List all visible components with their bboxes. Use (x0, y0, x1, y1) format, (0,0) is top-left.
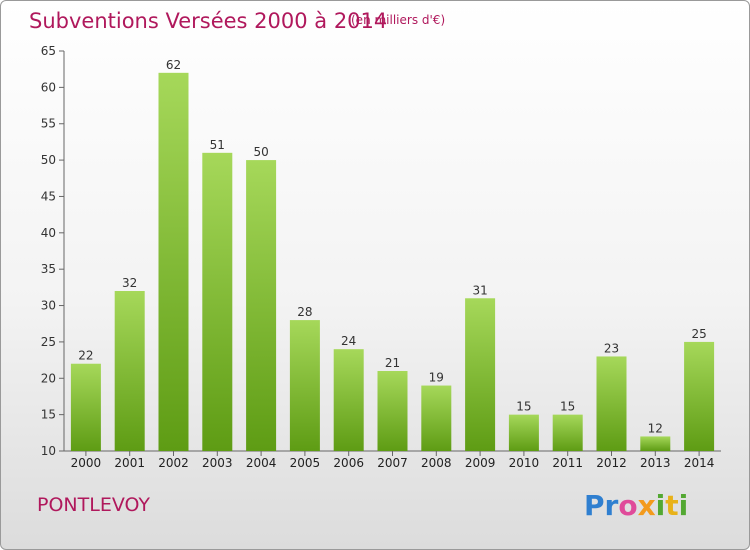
data-label: 62 (166, 58, 181, 72)
x-tick-label: 2003 (202, 456, 233, 470)
chart-title: Subventions Versées 2000 à 2014 (29, 9, 388, 33)
data-label: 24 (341, 334, 356, 348)
bar (70, 363, 101, 451)
bar (246, 160, 277, 451)
bar (596, 356, 627, 451)
y-tick-label: 45 (41, 189, 56, 203)
bar (158, 72, 189, 452)
y-tick-label: 55 (41, 117, 56, 131)
data-label: 31 (472, 283, 487, 297)
bar (508, 414, 539, 451)
bar (289, 320, 320, 451)
x-tick-label: 2009 (465, 456, 496, 470)
bar (421, 385, 452, 451)
commune-name: PONTLEVOY (37, 494, 151, 516)
x-tick-label: 2006 (333, 456, 364, 470)
data-label: 25 (691, 327, 706, 341)
data-label: 19 (429, 371, 444, 385)
x-tick-label: 2004 (246, 456, 277, 470)
data-label: 28 (297, 305, 312, 319)
y-tick-label: 25 (41, 335, 56, 349)
bar (640, 436, 671, 451)
x-tick-label: 2007 (377, 456, 408, 470)
x-tick-label: 2011 (552, 456, 583, 470)
y-tick-label: 35 (41, 262, 56, 276)
bar (202, 152, 233, 451)
proxiti-logo: Proxiti (584, 489, 689, 522)
x-tick-label: 2001 (114, 456, 145, 470)
y-tick-label: 65 (41, 44, 56, 58)
data-label: 21 (385, 356, 400, 370)
chart-subtitle: (en milliers d'€) (351, 13, 446, 27)
data-label: 12 (648, 421, 663, 435)
data-label: 51 (210, 138, 225, 152)
bar (552, 414, 583, 451)
data-label: 22 (78, 349, 93, 363)
x-tick-label: 2014 (684, 456, 715, 470)
bar (333, 349, 364, 451)
y-tick-label: 30 (41, 299, 56, 313)
data-label: 50 (253, 145, 268, 159)
x-tick-label: 2000 (71, 456, 102, 470)
x-tick-label: 2005 (290, 456, 321, 470)
x-tick-label: 2008 (421, 456, 452, 470)
y-tick-label: 40 (41, 226, 56, 240)
x-tick-label: 2010 (509, 456, 540, 470)
bar (465, 298, 496, 451)
bar (114, 291, 145, 451)
y-tick-label: 20 (41, 371, 56, 385)
y-tick-label: 60 (41, 80, 56, 94)
bar (684, 341, 715, 451)
data-label: 32 (122, 276, 137, 290)
x-tick-label: 2012 (596, 456, 627, 470)
y-tick-label: 10 (41, 444, 56, 458)
bar (377, 371, 408, 451)
data-label: 23 (604, 341, 619, 355)
y-tick-label: 50 (41, 153, 56, 167)
data-label: 15 (516, 400, 531, 414)
data-label: 15 (560, 400, 575, 414)
x-tick-label: 2013 (640, 456, 671, 470)
y-tick-label: 15 (41, 408, 56, 422)
x-tick-label: 2002 (158, 456, 189, 470)
